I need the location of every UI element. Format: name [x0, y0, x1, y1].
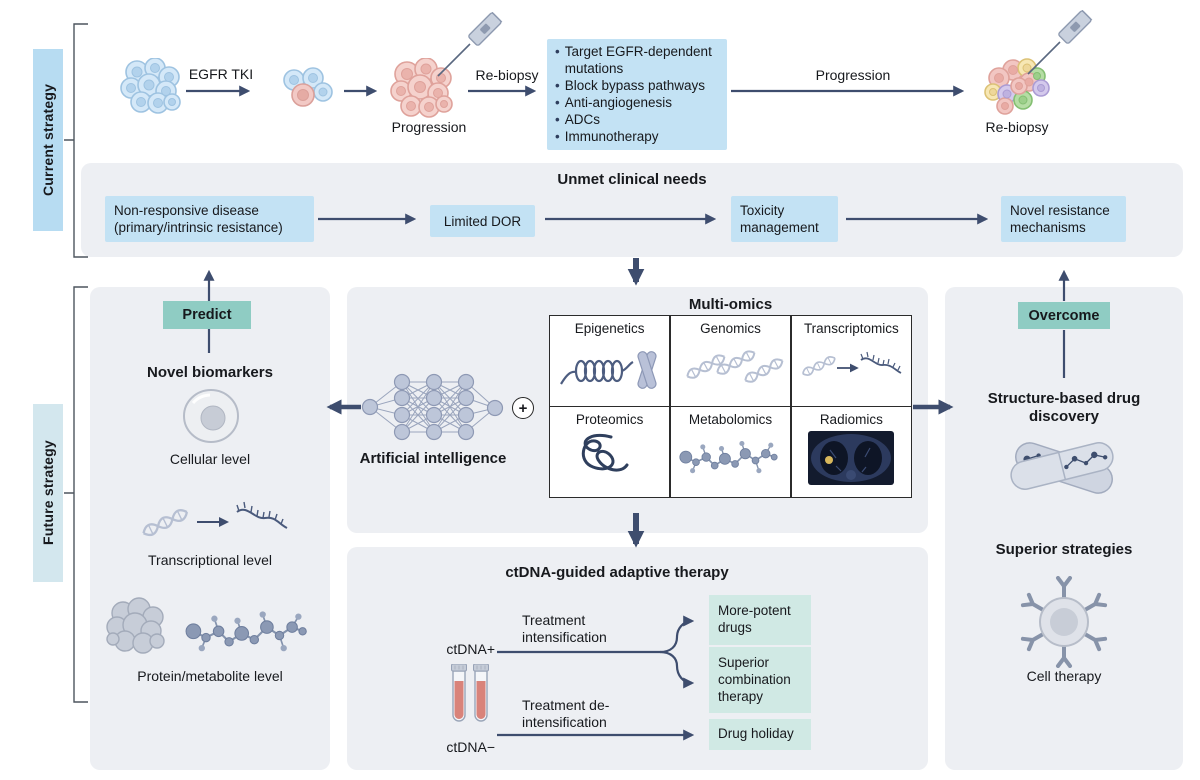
- future-right-panel: [945, 287, 1183, 770]
- treatment-options-list: Target EGFR-dependent mutations Block by…: [553, 44, 721, 145]
- tumor-cells-sensitive-icon: [120, 58, 181, 114]
- omics-cell-proteomics: Proteomics: [550, 407, 670, 497]
- metabolite-molecule-icon: [185, 610, 308, 653]
- neural-network-icon: [361, 373, 504, 441]
- protein-ribbon-icon: [581, 434, 629, 472]
- molecule-chain-icon: [679, 440, 779, 475]
- cellular-level-label: Cellular level: [169, 451, 251, 467]
- omics-cell-metabolomics: Metabolomics: [670, 407, 791, 497]
- treatment-intensification-label: Treatment intensification: [522, 612, 607, 645]
- transcriptional-level-label: Transcriptional level: [148, 552, 272, 568]
- protein-metabolite-level-label: Protein/metabolite level: [137, 668, 283, 684]
- omics-cell-radiomics: Radiomics: [791, 407, 911, 497]
- rebiopsy-label: Re-biopsy: [475, 67, 539, 83]
- treatment-deintensification-label: Treatment de-intensification: [522, 697, 610, 730]
- list-item: Anti-angiogenesis: [553, 95, 721, 112]
- rebiopsy-label: Re-biopsy: [985, 119, 1049, 135]
- list-item: Immunotherapy: [553, 129, 721, 146]
- dna-helices-icon: [684, 347, 786, 386]
- unmet-item-nonresponsive: Non-responsive disease (primary/intrinsi…: [105, 196, 314, 242]
- outcome-drug-holiday: Drug holiday: [709, 719, 811, 750]
- test-tubes-icon: [451, 664, 490, 722]
- egfr-tki-label: EGFR TKI: [188, 66, 254, 82]
- treatment-options-box: Target EGFR-dependent mutations Block by…: [547, 39, 727, 150]
- list-item: Target EGFR-dependent mutations: [553, 44, 721, 78]
- unmet-needs-title: Unmet clinical needs: [557, 171, 707, 188]
- ct-scan-icon: [808, 431, 895, 486]
- progression-label: Progression: [391, 119, 467, 135]
- unmet-item-toxicity: Toxicity management: [731, 196, 838, 242]
- novel-biomarkers-panel: [90, 287, 330, 770]
- multiomics-table: Epigenetics Genomics: [549, 315, 912, 498]
- protein-aggregate-icon: [106, 597, 165, 654]
- unmet-item-novel-resistance: Novel resistance mechanisms: [1001, 196, 1126, 242]
- artificial-intelligence-label: Artificial intelligence: [359, 450, 507, 467]
- ctdna-positive-label: ctDNA+: [446, 641, 495, 657]
- ctdna-title: ctDNA-guided adaptive therapy: [505, 564, 729, 581]
- outcome-more-potent-drugs: More-potent drugs: [709, 595, 811, 645]
- superior-strategies-title: Superior strategies: [995, 541, 1133, 558]
- progression-label: Progression: [815, 67, 891, 83]
- novel-biomarkers-title: Novel biomarkers: [147, 364, 273, 381]
- list-item: Block bypass pathways: [553, 78, 721, 95]
- section-brackets: [64, 23, 88, 703]
- future-strategy-label: Future strategy: [33, 404, 63, 582]
- list-item: ADCs: [553, 112, 721, 129]
- chromatin-chromosome-icon: [559, 351, 657, 389]
- single-cell-icon: [183, 389, 239, 443]
- unmet-item-limited-dor: Limited DOR: [430, 205, 535, 237]
- tumor-cells-shrunk-icon: [283, 67, 333, 107]
- predict-badge: Predict: [163, 301, 251, 329]
- ctdna-panel: [347, 547, 928, 770]
- omics-cell-transcriptomics: Transcriptomics: [791, 316, 911, 406]
- outcome-superior-combination: Superior combination therapy: [709, 647, 811, 713]
- dna-to-rna-icon: [140, 501, 288, 539]
- tumor-cells-heterogeneous-icon: [984, 58, 1050, 115]
- tumor-cells-resistant-icon: [390, 58, 453, 118]
- omics-cell-genomics: Genomics: [670, 316, 791, 406]
- plus-circle-icon: +: [512, 397, 534, 419]
- capsule-pills-icon: [1010, 442, 1114, 494]
- structure-based-drug-discovery-title: Structure-based drug discovery: [987, 390, 1141, 425]
- current-strategy-label: Current strategy: [33, 49, 63, 231]
- omics-cell-epigenetics: Epigenetics: [550, 316, 670, 406]
- biopsy-syringe-icon: [1027, 10, 1093, 75]
- car-t-cell-icon: [1020, 576, 1108, 668]
- cell-therapy-label: Cell therapy: [1026, 668, 1102, 684]
- ctdna-negative-label: ctDNA−: [446, 739, 495, 755]
- overcome-badge: Overcome: [1018, 302, 1110, 329]
- dna-rna-transcription-icon: [800, 351, 902, 379]
- multiomics-title: Multi-omics: [688, 296, 773, 313]
